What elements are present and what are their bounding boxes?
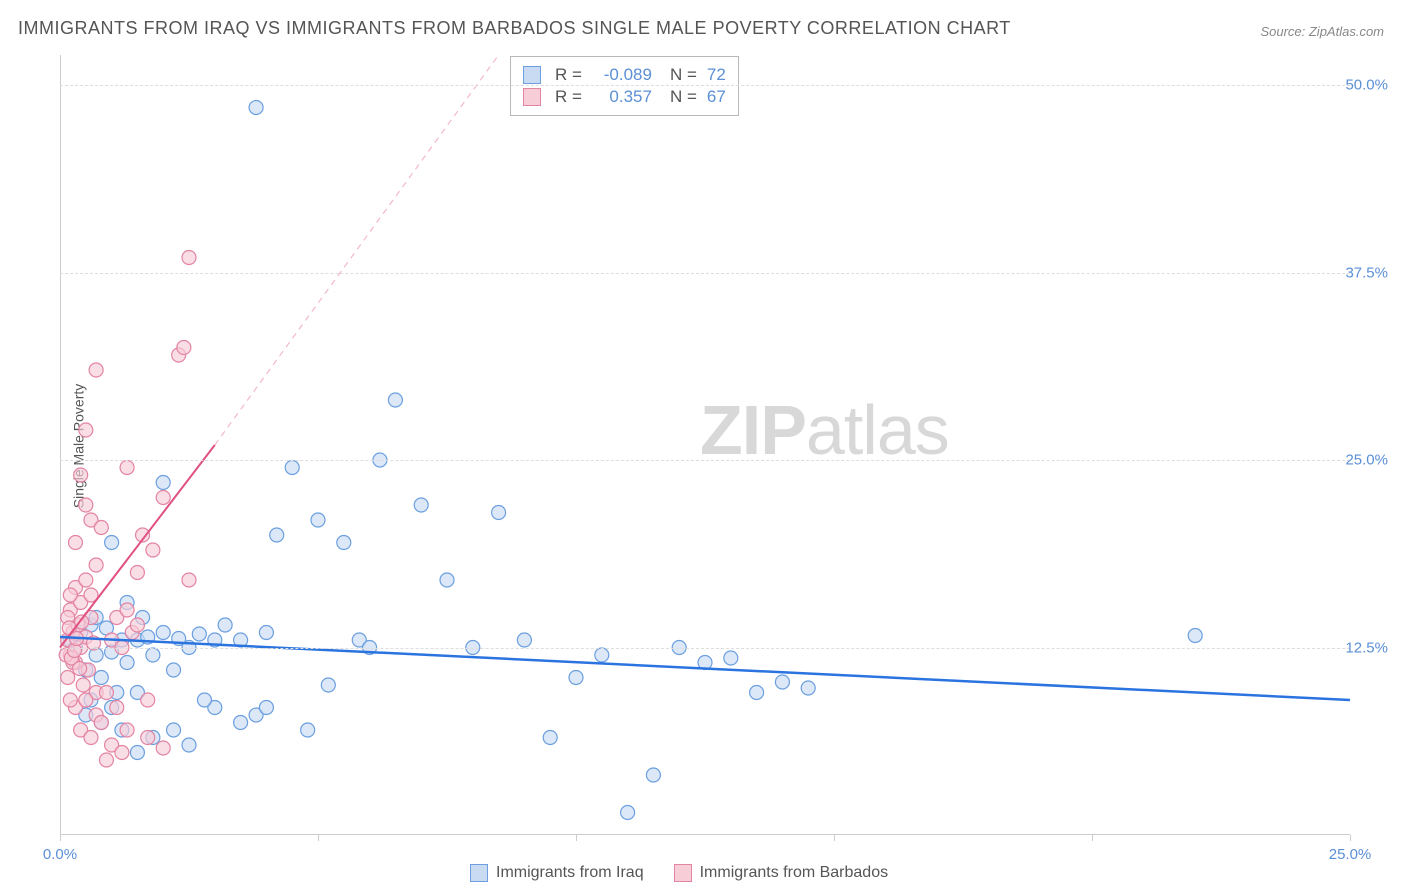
x-tick xyxy=(576,835,577,841)
y-tick-label: 25.0% xyxy=(1345,452,1388,469)
y-tick-label: 37.5% xyxy=(1345,264,1388,281)
swatch-barbados xyxy=(674,864,692,882)
legend-label: Immigrants from Iraq xyxy=(496,864,644,882)
x-tick-label: 25.0% xyxy=(1329,846,1372,863)
x-tick xyxy=(60,835,61,841)
x-tick xyxy=(1092,835,1093,841)
legend-label: Immigrants from Barbados xyxy=(700,864,889,882)
bottom-legend: Immigrants from Iraq Immigrants from Bar… xyxy=(470,864,888,882)
x-tick xyxy=(318,835,319,841)
scatter-chart xyxy=(60,55,1350,835)
source-attribution: Source: ZipAtlas.com xyxy=(1260,24,1384,39)
swatch-iraq xyxy=(523,66,541,84)
x-tick-label: 0.0% xyxy=(43,846,77,863)
swatch-barbados xyxy=(523,88,541,106)
legend-item-barbados: Immigrants from Barbados xyxy=(674,864,889,882)
stats-box: R = -0.089 N = 72 R = 0.357 N = 67 xyxy=(510,56,739,116)
gridline xyxy=(60,273,1350,274)
stats-row-barbados: R = 0.357 N = 67 xyxy=(523,87,726,107)
chart-title: IMMIGRANTS FROM IRAQ VS IMMIGRANTS FROM … xyxy=(18,18,1011,39)
y-tick-label: 50.0% xyxy=(1345,77,1388,94)
gridline xyxy=(60,460,1350,461)
swatch-iraq xyxy=(470,864,488,882)
y-tick-label: 12.5% xyxy=(1345,639,1388,656)
x-tick xyxy=(834,835,835,841)
stats-row-iraq: R = -0.089 N = 72 xyxy=(523,65,726,85)
gridline xyxy=(60,648,1350,649)
legend-item-iraq: Immigrants from Iraq xyxy=(470,864,644,882)
gridline xyxy=(60,85,1350,86)
x-tick xyxy=(1350,835,1351,841)
